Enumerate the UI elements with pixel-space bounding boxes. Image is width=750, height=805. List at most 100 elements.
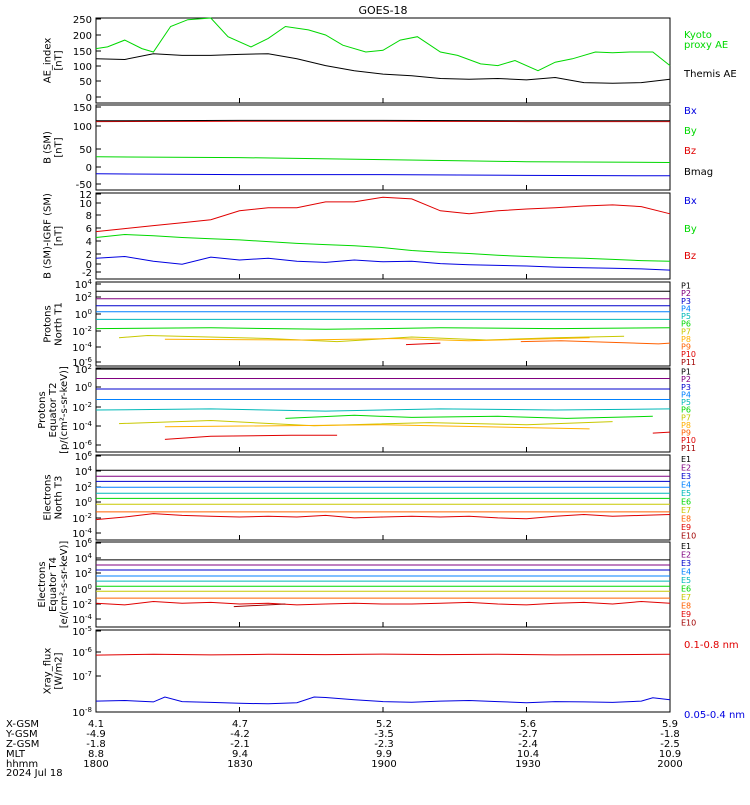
series-line-bx bbox=[96, 174, 670, 176]
legend-label: Bx bbox=[684, 196, 697, 207]
series-line-p6 bbox=[285, 415, 652, 418]
footer-value: 1900 bbox=[371, 759, 396, 770]
series-line-p8 bbox=[165, 338, 590, 341]
series-line-p9 bbox=[165, 435, 337, 439]
y-tick-label: 10-6 bbox=[72, 646, 92, 659]
y-tick-label: 10-5 bbox=[72, 625, 92, 638]
legend-label: 0.1-0.8 nm bbox=[684, 640, 739, 651]
y-tick-label: 104 bbox=[75, 465, 93, 478]
y-tick-label: 102 bbox=[75, 567, 92, 580]
y-axis-label: Xray_flux bbox=[43, 648, 54, 695]
y-axis-label: North T3 bbox=[54, 476, 65, 520]
series-line-p5 bbox=[96, 409, 670, 411]
y-axis-label: Protons bbox=[37, 391, 48, 428]
y-tick-label: 8 bbox=[86, 211, 92, 222]
series-line-p10 bbox=[653, 432, 670, 433]
y-axis-label: North T1 bbox=[54, 302, 65, 346]
y-axis-label: B (SM)-IGRF (SM) bbox=[43, 193, 54, 279]
panel-frame bbox=[96, 105, 670, 190]
panel-frame bbox=[96, 18, 670, 103]
footer-value: 2000 bbox=[657, 759, 682, 770]
legend-label: Bz bbox=[684, 146, 696, 157]
y-tick-label: 0 bbox=[86, 163, 92, 174]
y-tick-label: 50 bbox=[79, 145, 92, 156]
y-axis-label: [nT] bbox=[54, 50, 65, 70]
legend-label: proxy AE bbox=[684, 40, 728, 51]
series-line-0-1-0-8-nm bbox=[96, 654, 670, 655]
legend-label: 0.05-0.4 nm bbox=[684, 710, 745, 721]
legend-label: P11 bbox=[681, 444, 696, 453]
y-tick-label: 104 bbox=[75, 278, 93, 291]
y-tick-label: 2 bbox=[86, 250, 92, 261]
y-tick-label: 200 bbox=[73, 31, 92, 42]
legend-label: Themis AE bbox=[683, 69, 737, 80]
y-tick-label: 100 bbox=[73, 62, 92, 73]
series-line-p10 bbox=[406, 343, 440, 345]
y-axis-label: [W/m2] bbox=[54, 652, 65, 689]
y-tick-label: 50 bbox=[79, 77, 92, 88]
y-tick-label: 104 bbox=[75, 552, 93, 565]
y-tick-label: 100 bbox=[75, 381, 92, 394]
y-tick-label: 12 bbox=[79, 190, 92, 201]
y-tick-label: 102 bbox=[75, 481, 92, 494]
series-line-by bbox=[96, 157, 670, 163]
y-tick-label: 10-7 bbox=[72, 670, 92, 683]
series-line-e9 bbox=[96, 514, 670, 520]
y-tick-label: 10-4 bbox=[72, 420, 92, 433]
series-line-themis-ae bbox=[96, 54, 670, 84]
y-tick-label: 106 bbox=[75, 537, 93, 550]
y-tick-label: 10-8 bbox=[72, 706, 92, 719]
series-line-p8 bbox=[165, 425, 590, 429]
panel-xray: Xray_flux[W/m2] 0.1-0.8 nm 0.05-0.4 nm bbox=[43, 630, 746, 721]
y-tick-label: 10-4 bbox=[72, 341, 92, 354]
panel-frame bbox=[96, 630, 670, 712]
series-line-by bbox=[96, 235, 670, 262]
footer-row-label: 2024 Jul 18 bbox=[6, 768, 63, 779]
plot-title: GOES-18 bbox=[358, 4, 407, 17]
y-axis-label: B (SM) bbox=[43, 131, 54, 164]
y-tick-label: 0 bbox=[86, 260, 92, 271]
y-tick-label: 100 bbox=[75, 496, 92, 509]
legend-label: P11 bbox=[681, 358, 696, 367]
legend-label: E10 bbox=[681, 532, 696, 541]
y-axis-label: [nT] bbox=[54, 137, 65, 157]
y-tick-label: 150 bbox=[73, 47, 92, 58]
series-line-e9 bbox=[96, 602, 670, 605]
series-line-p6 bbox=[96, 328, 670, 330]
y-tick-label: 10-2 bbox=[72, 512, 92, 525]
y-tick-label: 100 bbox=[75, 583, 92, 596]
panel-frame bbox=[96, 282, 670, 366]
legend-label: By bbox=[684, 224, 697, 235]
legend-label: By bbox=[684, 126, 697, 137]
y-tick-label: 102 bbox=[75, 291, 92, 304]
footer-value: 1930 bbox=[515, 759, 540, 770]
y-tick-label: 150 bbox=[73, 103, 92, 114]
y-axis-label: Electrons bbox=[43, 474, 54, 520]
series-line-0-05-0-4-nm bbox=[96, 697, 670, 704]
panel-frame bbox=[96, 455, 670, 540]
y-axis-label: Electrons bbox=[37, 561, 48, 607]
y-axis-label: Equator T2 bbox=[48, 383, 59, 438]
y-axis-label: Protons bbox=[43, 305, 54, 342]
series-line-p9 bbox=[521, 341, 670, 344]
panel-frame bbox=[96, 542, 670, 627]
footer-value: 1800 bbox=[83, 759, 108, 770]
legend-label: Bmag bbox=[684, 167, 713, 178]
y-axis-label: Equator T4 bbox=[48, 557, 59, 612]
y-tick-label: 102 bbox=[75, 363, 92, 376]
series-line-kyoto-proxy-ae bbox=[96, 18, 670, 71]
footer-value: 1830 bbox=[227, 759, 252, 770]
series-line-bz bbox=[96, 197, 670, 231]
y-tick-label: 106 bbox=[75, 450, 93, 463]
y-axis-label: [e/(cm²-s-sr-keV)] bbox=[59, 541, 70, 629]
y-tick-label: 250 bbox=[73, 15, 92, 26]
y-axis-label: AE_index bbox=[43, 38, 54, 84]
y-tick-label: 4 bbox=[86, 237, 92, 248]
